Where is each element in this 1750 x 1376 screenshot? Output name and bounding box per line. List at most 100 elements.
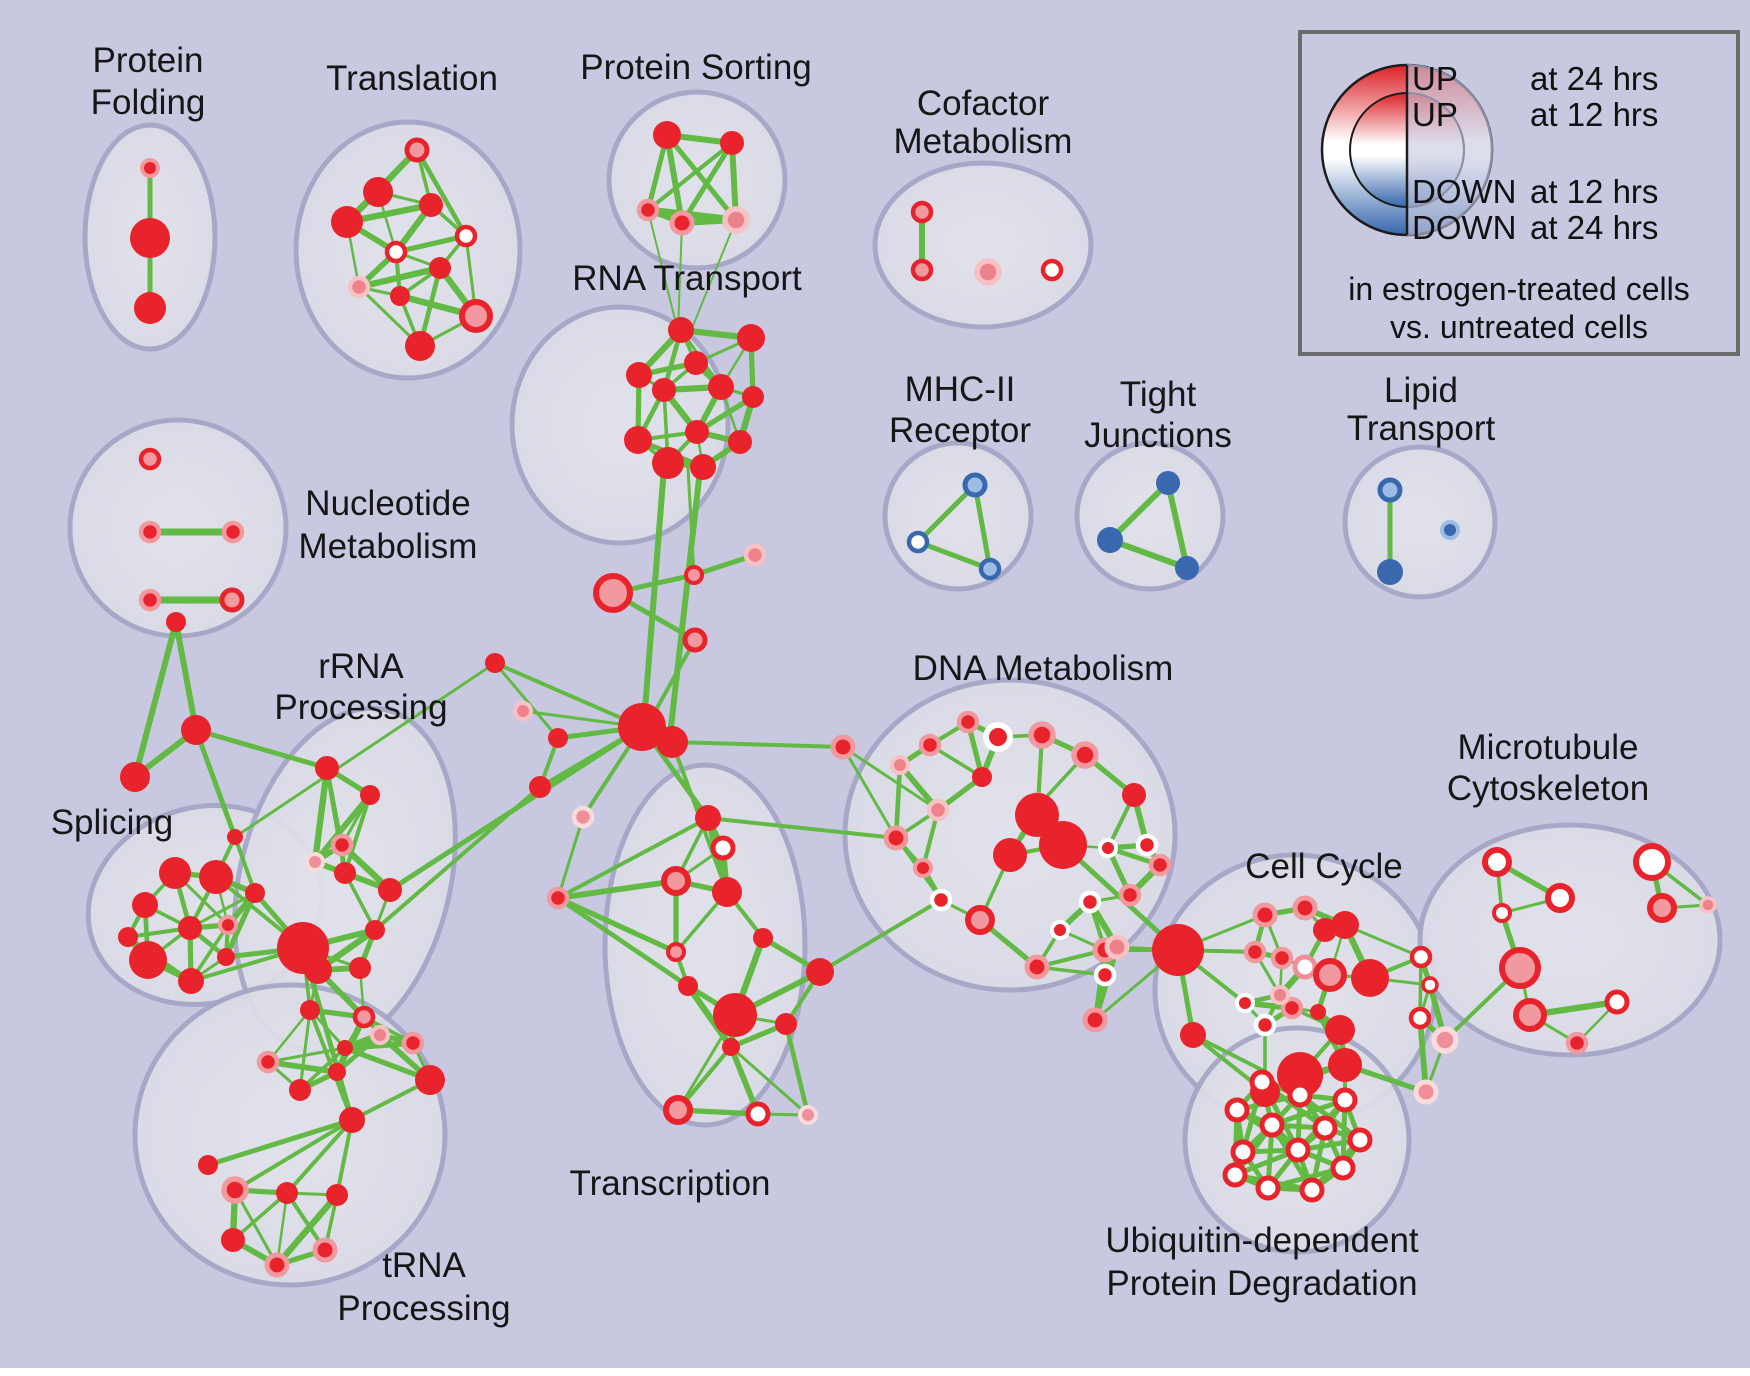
network-node (138, 520, 162, 544)
network-node (120, 762, 150, 792)
network-node (1328, 1048, 1362, 1082)
network-edge (188, 891, 257, 930)
cluster-label-tight-junctions: Tight (1120, 375, 1197, 414)
network-node (1565, 1031, 1589, 1055)
legend-box (1298, 30, 1740, 356)
cluster-ellipse-mhc-ii-receptor (882, 440, 1034, 592)
network-node (289, 1079, 311, 1101)
network-node (1224, 1097, 1250, 1123)
network-node (1050, 920, 1070, 940)
network-node (745, 1101, 771, 1127)
network-node (666, 942, 686, 962)
network-node (1313, 958, 1347, 992)
network-node (1482, 847, 1512, 877)
network-node (328, 1063, 346, 1081)
network-node (1249, 1069, 1275, 1095)
network-node (883, 825, 909, 851)
network-node (1699, 896, 1717, 914)
cluster-ellipse-cofactor-metabolism (872, 160, 1094, 330)
cluster-label-rna-transport: RNA Transport (572, 259, 802, 298)
network-node (217, 948, 235, 966)
network-link (647, 209, 679, 333)
network-node (926, 798, 950, 822)
network-node (1015, 793, 1059, 837)
network-node (1253, 1013, 1277, 1037)
network-node (983, 722, 1013, 752)
network-node (331, 206, 363, 238)
network-node (965, 905, 995, 935)
network-edge (664, 132, 685, 226)
network-node (910, 200, 934, 224)
network-node (276, 1182, 298, 1204)
network-node (360, 785, 380, 805)
network-node (129, 941, 167, 979)
network-node (132, 892, 158, 918)
network-node (401, 1031, 425, 1055)
network-node (652, 378, 676, 402)
cluster-label-nucleotide-metabolism: Nucleotide (305, 484, 470, 523)
legend-row-state: DOWN (1412, 209, 1516, 246)
network-node (130, 218, 170, 258)
network-node (419, 193, 443, 217)
network-node (1122, 783, 1146, 807)
network-node (710, 835, 736, 861)
network-node (363, 177, 393, 207)
network-node (245, 883, 265, 903)
network-node (1071, 741, 1099, 769)
network-node (1280, 996, 1304, 1020)
network-node (571, 805, 595, 829)
network-edge (414, 147, 469, 239)
network-edge (915, 539, 993, 572)
network-node (221, 1176, 249, 1204)
network-node (337, 1040, 353, 1056)
network-node (390, 286, 410, 306)
network-node (1243, 940, 1267, 964)
network-node (349, 957, 371, 979)
network-node (978, 557, 1002, 581)
cluster-label-trna-processing: tRNA (382, 1246, 466, 1285)
network-node (1287, 1082, 1313, 1108)
network-node (134, 292, 166, 324)
legend-row-state: UP (1412, 60, 1458, 97)
network-node (1421, 976, 1439, 994)
legend-row-time: at 12 hrs (1530, 96, 1658, 133)
network-node (685, 420, 709, 444)
network-edge (355, 264, 444, 291)
network-node (1252, 902, 1278, 928)
network-edge (393, 233, 469, 255)
cluster-label-ubiquitin-degradation: Protein Degradation (1106, 1264, 1417, 1303)
network-node (1312, 1115, 1338, 1141)
network-node (1040, 258, 1064, 282)
network-node (906, 530, 930, 554)
network-node (454, 224, 478, 248)
network-node (684, 351, 708, 375)
network-node (339, 1107, 365, 1133)
network-link (173, 619, 199, 733)
network-node (806, 958, 834, 986)
network-node (459, 299, 493, 333)
network-link (706, 816, 898, 840)
legend-outer-right-arc (1406, 64, 1493, 236)
network-node (485, 653, 505, 673)
cluster-ellipse-lipid-transport (1342, 444, 1498, 600)
network-node (256, 1050, 280, 1074)
network-node (962, 472, 988, 498)
network-node (304, 956, 332, 984)
network-node (365, 920, 385, 940)
cluster-label-nucleotide-metabolism: Metabolism (299, 527, 478, 566)
network-link (193, 727, 330, 771)
network-node (1330, 1155, 1356, 1181)
network-link (193, 727, 238, 840)
network-node (1545, 883, 1575, 913)
network-node (159, 857, 191, 889)
network-node (1024, 954, 1050, 980)
network-node (1409, 945, 1433, 969)
network-node (178, 916, 202, 940)
network-node (1647, 893, 1677, 923)
cluster-label-cell-cycle: Cell Cycle (1245, 847, 1403, 886)
network-edge (342, 1045, 433, 1083)
network-link (818, 898, 943, 974)
network-node (140, 158, 160, 178)
network-node (315, 756, 339, 780)
